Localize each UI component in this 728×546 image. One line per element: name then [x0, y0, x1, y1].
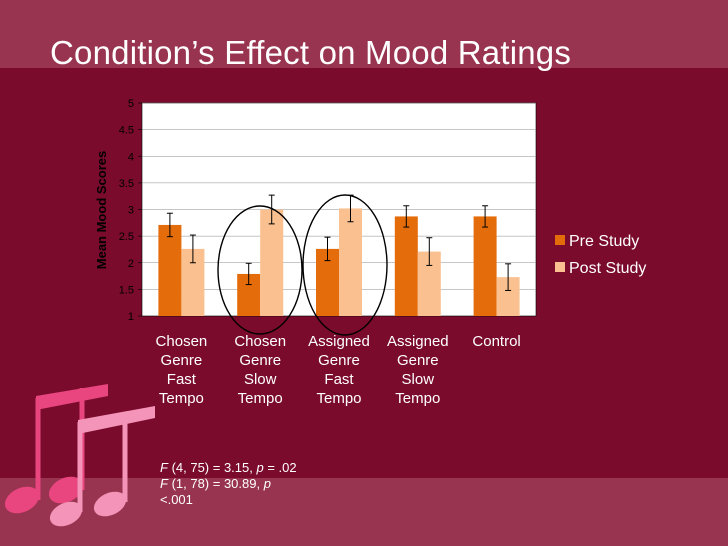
stat-f-label-1: F — [160, 460, 168, 475]
x-category-label: Chosen — [234, 333, 286, 350]
bar-pre-study — [158, 224, 182, 316]
bar-pre-study — [473, 216, 497, 316]
bar-pre-study — [316, 248, 339, 316]
x-category-label: Assigned — [308, 333, 370, 350]
x-category-label: Genre — [397, 352, 439, 369]
y-tick-label: 2 — [128, 258, 134, 270]
bar-pre-study — [237, 273, 261, 316]
x-category-label: Tempo — [159, 390, 204, 407]
x-category-label: Genre — [318, 352, 360, 369]
music-notes-icon — [4, 384, 108, 514]
highlight-circle-assigned-fast — [302, 194, 388, 336]
stat-f-value-2: (1, 78) = 30.89, — [167, 476, 264, 491]
bar-pre-study — [394, 216, 418, 316]
legend-label-pre-study: Pre Study — [569, 233, 639, 250]
x-category-label: Slow — [402, 371, 435, 388]
x-category-label: Genre — [239, 352, 281, 369]
y-tick-label: 4 — [128, 151, 134, 163]
title-band — [0, 0, 728, 68]
bar-post-study — [260, 209, 284, 316]
y-tick-label: 3 — [128, 205, 134, 217]
slide-title: Condition’s Effect on Mood Ratings — [50, 34, 572, 71]
x-category-label: Slow — [244, 371, 277, 388]
bar-post-study — [417, 251, 441, 316]
y-tick-label: 1 — [128, 311, 134, 323]
stat-p-value-2: <.001 — [160, 492, 193, 507]
stat-p-label-1: p — [256, 460, 264, 475]
x-category-label: Tempo — [316, 390, 361, 407]
x-category-label: Control — [472, 333, 520, 350]
bottom-band — [0, 478, 728, 546]
legend-swatch-post-study — [555, 262, 565, 272]
stat-p-value-1: = .02 — [263, 460, 297, 475]
x-category-label: Assigned — [387, 333, 449, 350]
stat-p-label-2: p — [263, 476, 271, 491]
y-tick-label: 4.5 — [119, 125, 134, 137]
x-category-label: Fast — [324, 371, 354, 388]
bar-post-study — [339, 208, 362, 316]
highlight-circle-chosen-slow — [217, 205, 303, 335]
legend-swatch-pre-study — [555, 235, 565, 245]
x-category-label: Genre — [161, 352, 203, 369]
stat-f-label-2: F — [160, 476, 168, 491]
x-category-label: Fast — [167, 371, 197, 388]
y-tick-label: 1.5 — [119, 284, 134, 296]
y-tick-label: 5 — [128, 98, 134, 110]
y-tick-label: 3.5 — [119, 178, 134, 190]
bar-post-study — [496, 277, 520, 316]
x-category-label: Chosen — [156, 333, 208, 350]
bar-post-study — [181, 248, 205, 316]
x-category-label: Tempo — [395, 390, 440, 407]
statistics-note: F (4, 75) = 3.15, p = .02 F (1, 78) = 30… — [160, 460, 300, 508]
legend-label-post-study: Post Study — [569, 260, 646, 277]
music-notes-light-icon — [49, 406, 155, 527]
y-axis-label: Mean Mood Scores — [94, 151, 109, 269]
stat-f-value-1: (4, 75) = 3.15, — [167, 460, 257, 475]
y-tick-label: 2.5 — [119, 231, 134, 243]
x-category-label: Tempo — [238, 390, 283, 407]
